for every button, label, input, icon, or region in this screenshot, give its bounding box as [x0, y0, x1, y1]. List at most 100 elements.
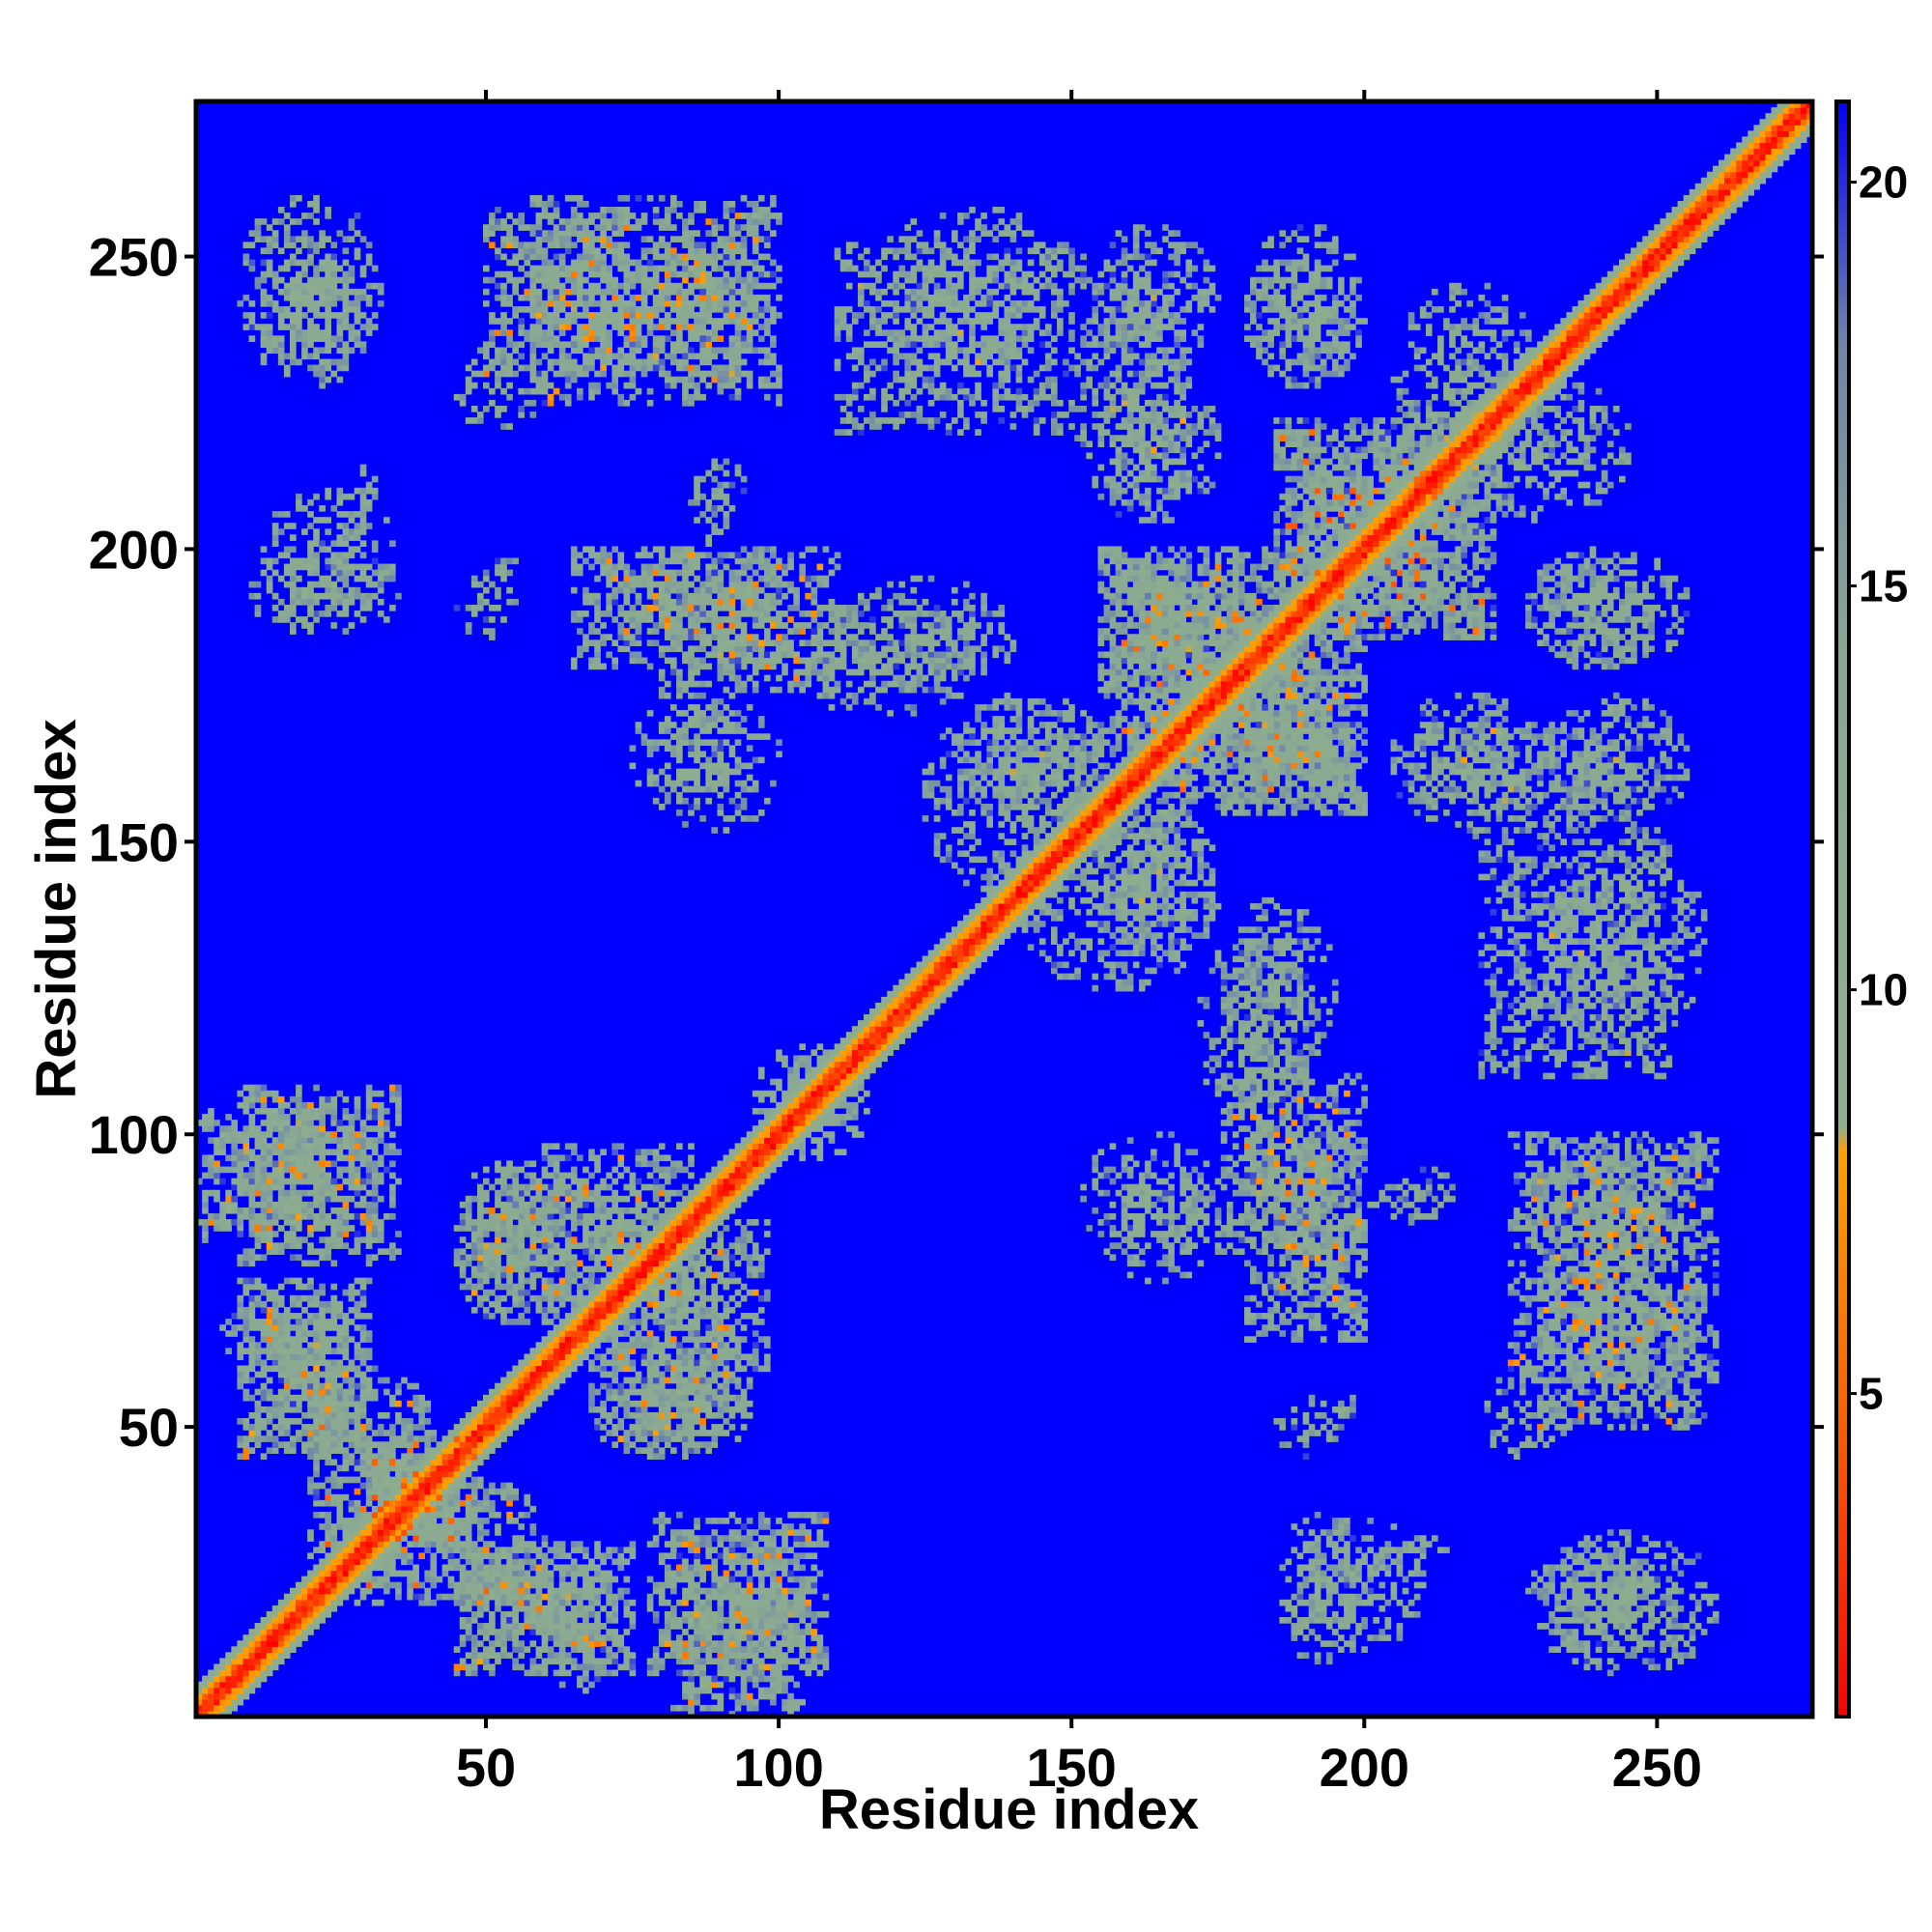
heatmap-cell — [839, 1084, 847, 1092]
heatmap-cell — [418, 1411, 425, 1419]
heatmap-cell — [418, 1476, 425, 1484]
heatmap-cell — [1443, 435, 1450, 441]
heatmap-cell — [1671, 265, 1679, 272]
heatmap-cell — [1285, 645, 1293, 653]
heatmap-cell — [1694, 236, 1702, 242]
heatmap-cell — [1302, 586, 1310, 594]
heatmap-cell — [869, 1014, 876, 1021]
heatmap-cell — [1402, 523, 1409, 529]
heatmap-cell — [489, 1564, 496, 1572]
heatmap-cell — [459, 1581, 467, 1589]
heatmap-cell — [1753, 136, 1761, 144]
heatmap-cell — [254, 1166, 262, 1174]
heatmap-cell — [799, 1114, 806, 1121]
heatmap-cell — [470, 1576, 478, 1583]
heatmap-cell — [1683, 200, 1690, 208]
heatmap-cell — [1162, 739, 1169, 746]
heatmap-cell — [570, 1581, 578, 1589]
heatmap-cell — [260, 1371, 268, 1378]
heatmap-cell — [728, 1675, 736, 1683]
heatmap-cell — [260, 1652, 268, 1660]
heatmap-cell — [957, 950, 964, 957]
heatmap-cell — [570, 1663, 578, 1671]
heatmap-cell — [330, 1336, 338, 1343]
heatmap-cell — [864, 1049, 870, 1057]
heatmap-cell — [1519, 406, 1526, 412]
heatmap-cell — [441, 1476, 449, 1484]
heatmap-cell — [1273, 616, 1280, 623]
heatmap-cell — [283, 1306, 291, 1314]
heatmap-cell — [1156, 756, 1163, 764]
heatmap-cell — [1302, 598, 1310, 606]
heatmap-cell — [196, 1704, 203, 1712]
heatmap-cell — [781, 1610, 788, 1618]
heatmap-cell — [570, 1640, 578, 1647]
heatmap-cell — [969, 967, 976, 975]
heatmap-cell — [424, 1441, 432, 1448]
heatmap-cell — [577, 1675, 583, 1683]
heatmap-cell — [495, 1400, 501, 1407]
heatmap-cell — [495, 1599, 501, 1606]
heatmap-cell — [237, 1137, 244, 1144]
heatmap-cell — [254, 1652, 262, 1660]
heatmap-cell — [1519, 376, 1526, 384]
heatmap-cell — [389, 1552, 396, 1560]
heatmap-cell — [1156, 727, 1163, 734]
heatmap-cell — [857, 1066, 865, 1074]
heatmap-cell — [266, 1143, 273, 1150]
heatmap-cell — [436, 1459, 443, 1466]
heatmap-cell — [1050, 856, 1058, 864]
heatmap-cell — [1449, 481, 1456, 489]
heatmap-cell — [1355, 546, 1362, 554]
heatmap-cell — [969, 944, 976, 952]
heatmap-cell — [231, 1675, 239, 1683]
heatmap-cell — [529, 1558, 537, 1566]
heatmap-cell — [640, 1248, 648, 1256]
heatmap-cell — [588, 1313, 595, 1320]
heatmap-cell — [436, 1511, 443, 1519]
heatmap-cell — [500, 1617, 507, 1624]
heatmap-cell — [254, 1131, 262, 1138]
heatmap-cell — [1805, 113, 1813, 120]
heatmap-cell — [834, 1049, 841, 1057]
heatmap-cell — [289, 1313, 297, 1320]
heatmap-cell — [1086, 810, 1094, 816]
heatmap-cell — [1226, 710, 1234, 717]
heatmap-cell — [470, 1430, 478, 1436]
heatmap-cell — [1121, 762, 1128, 770]
heatmap-cell — [588, 1610, 595, 1618]
heatmap-cell — [512, 1552, 519, 1560]
heatmap-cell — [407, 1523, 413, 1530]
heatmap-cell — [676, 1248, 683, 1256]
heatmap-cell — [342, 1348, 350, 1355]
heatmap-cell — [1636, 242, 1643, 249]
heatmap-cell — [213, 1698, 220, 1706]
heatmap-cell — [1495, 387, 1503, 395]
heatmap-cell — [705, 1704, 713, 1712]
heatmap-cell — [371, 1552, 379, 1560]
heatmap-cell — [1618, 306, 1626, 313]
heatmap-cell — [787, 1692, 794, 1700]
heatmap-cell — [1548, 387, 1555, 395]
heatmap-cell — [816, 1120, 824, 1126]
heatmap-cell — [757, 1166, 765, 1174]
heatmap-cell — [307, 1120, 314, 1126]
heatmap-cell — [237, 1658, 244, 1665]
heatmap-cell — [541, 1640, 549, 1647]
heatmap-cell — [354, 1435, 361, 1442]
heatmap-cell — [553, 1658, 560, 1665]
heatmap-cell — [248, 1336, 256, 1343]
heatmap-cell — [541, 1365, 549, 1373]
heatmap-cell — [518, 1371, 526, 1378]
heatmap-cell — [1214, 686, 1222, 694]
heatmap-cell — [1027, 891, 1035, 898]
heatmap-cell — [470, 1453, 478, 1461]
heatmap-cell — [1432, 464, 1438, 471]
heatmap-cell — [1625, 276, 1632, 284]
heatmap-cell — [271, 1424, 279, 1431]
heatmap-cell — [524, 1617, 531, 1624]
heatmap-cell — [570, 1570, 578, 1577]
heatmap-cell — [763, 1646, 771, 1653]
heatmap-cell — [225, 1710, 232, 1718]
heatmap-cell — [447, 1447, 455, 1454]
